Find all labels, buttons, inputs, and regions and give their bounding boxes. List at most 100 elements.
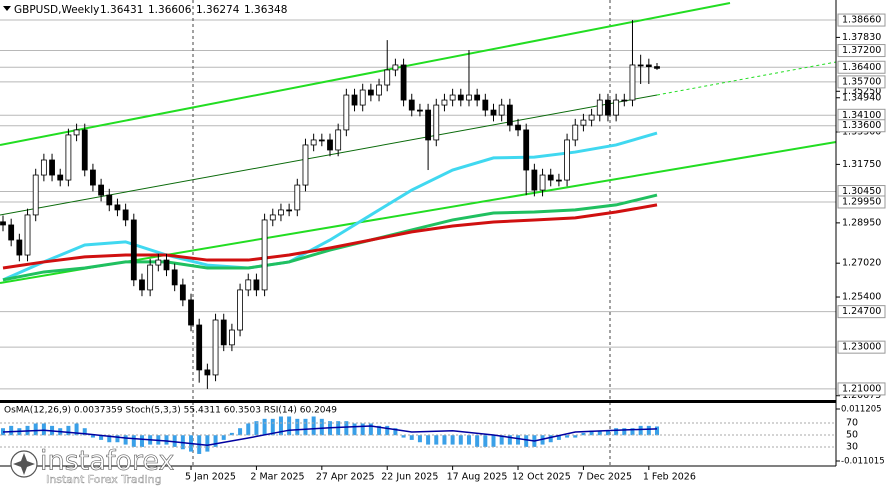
indicator-line <box>2 425 658 446</box>
candle-body <box>188 299 194 326</box>
candle-body <box>16 239 23 256</box>
osma-bar <box>41 423 46 436</box>
osma-bar <box>99 435 104 440</box>
ohlc-close: 1.36348 <box>244 4 287 16</box>
osma-bar <box>434 435 439 445</box>
level-box <box>837 60 886 74</box>
oscillator-title: OsMA(12,26,9) 0.0037359 Stoch(5,3,3) 55.… <box>4 406 337 416</box>
watermark: instaforex Instant Forex Trading <box>10 445 175 486</box>
candle-body <box>302 144 309 186</box>
candle-body <box>155 259 162 266</box>
candle-body <box>65 134 72 181</box>
axes: 1.378301.352501.349401.333001.317501.289… <box>185 13 886 483</box>
candle-body <box>392 64 399 71</box>
x-tick-label: 12 Oct 2025 <box>512 472 571 483</box>
osma-bar <box>646 425 651 436</box>
candle-body <box>367 89 374 96</box>
x-tick-label: 2 Mar 2025 <box>250 472 304 483</box>
osma-bar <box>319 418 324 436</box>
candle-body <box>8 224 15 241</box>
candle-body <box>327 139 333 151</box>
level-box <box>837 195 886 209</box>
candle-body <box>474 94 481 101</box>
osma-bar <box>107 435 112 443</box>
osma-bar <box>164 435 169 445</box>
candle-body <box>384 69 391 86</box>
menu-arrow <box>3 6 11 11</box>
candle-body <box>613 99 620 116</box>
level-box <box>837 44 886 58</box>
osma-bar <box>123 435 128 445</box>
candle-body <box>114 204 121 211</box>
candle-body <box>506 104 513 126</box>
level-box <box>837 75 886 89</box>
levels <box>0 19 836 390</box>
osma-bar <box>377 425 382 436</box>
osma-bar <box>246 423 251 436</box>
candle-body <box>498 104 505 116</box>
level-label: 1.34100 <box>842 110 881 121</box>
osma-bar <box>507 435 512 445</box>
indicator-line <box>2 203 658 270</box>
osma-bar <box>630 428 635 436</box>
candle-body <box>343 94 350 131</box>
candle-body <box>547 174 554 181</box>
candle-body <box>294 184 301 211</box>
candle-body <box>278 209 284 216</box>
osma-bar <box>66 425 71 436</box>
osma-bar <box>33 423 38 436</box>
osma-bar <box>393 428 398 436</box>
level-label: 1.33600 <box>842 120 881 131</box>
ohlc-low: 1.36274 <box>196 4 240 16</box>
osma-bar <box>499 435 504 445</box>
candles <box>0 20 660 389</box>
candle-body <box>596 99 603 116</box>
symbol: GBPUSD,Weekly <box>14 4 99 16</box>
candle-body <box>335 129 342 151</box>
osma-bar <box>213 435 218 447</box>
candle-body <box>457 94 464 101</box>
osma-bar <box>450 435 455 445</box>
osma-bar <box>238 428 243 436</box>
osma-bar <box>483 435 488 447</box>
candle-body <box>171 269 178 286</box>
candle-body <box>408 99 415 111</box>
osma-bar <box>655 426 659 436</box>
level-label: 1.23000 <box>842 342 881 353</box>
osma-bar <box>385 425 390 436</box>
osma-bar <box>368 423 373 436</box>
channel-middle-extension <box>656 61 837 96</box>
candle-body <box>261 219 268 291</box>
level-box <box>837 305 886 319</box>
candle-body <box>130 219 137 281</box>
candle-body <box>351 94 358 106</box>
candle-body <box>629 64 636 101</box>
osma-bar <box>270 418 275 436</box>
indicator-line <box>2 131 658 282</box>
osma-bar <box>90 435 95 438</box>
candle-body <box>204 369 211 376</box>
candle-body <box>400 64 407 101</box>
candle-body <box>196 324 203 371</box>
osma-bar <box>9 425 14 436</box>
candle-body <box>490 109 497 116</box>
candle-body <box>425 109 432 141</box>
indicator-line <box>2 193 658 282</box>
osma-bar <box>597 430 602 436</box>
ohlc-high: 1.36606 <box>148 4 192 16</box>
osma-bar <box>458 435 463 445</box>
ohlc-open: 1.36431 <box>100 4 143 16</box>
y2-tick-label: 50 <box>846 430 858 441</box>
x-tick-label: 17 Aug 2025 <box>447 472 508 483</box>
level-box <box>837 382 886 396</box>
candle-body <box>605 99 611 116</box>
candle-body <box>147 264 154 291</box>
level-label: 1.38660 <box>842 15 881 26</box>
y-tick-label: 1.20675 <box>842 390 881 401</box>
candle-body <box>57 174 64 181</box>
channel-upper <box>0 2 731 146</box>
candle-body <box>212 319 219 376</box>
candle-body <box>376 84 382 96</box>
osma-bar <box>254 421 259 436</box>
